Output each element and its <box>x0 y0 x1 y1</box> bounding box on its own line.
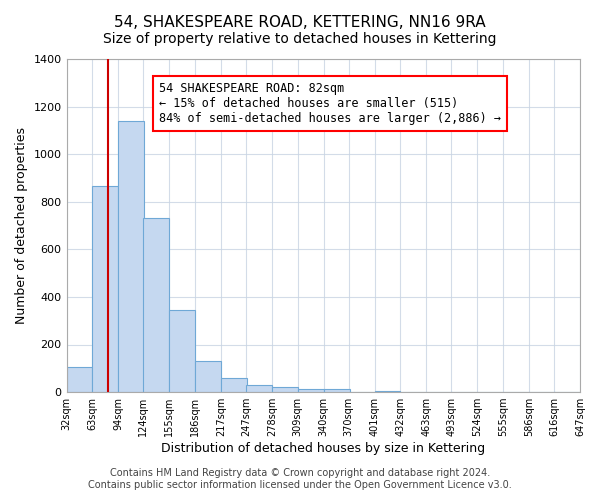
X-axis label: Distribution of detached houses by size in Kettering: Distribution of detached houses by size … <box>161 442 485 455</box>
Text: 54 SHAKESPEARE ROAD: 82sqm
← 15% of detached houses are smaller (515)
84% of sem: 54 SHAKESPEARE ROAD: 82sqm ← 15% of deta… <box>159 82 501 126</box>
Text: Contains HM Land Registry data © Crown copyright and database right 2024.
Contai: Contains HM Land Registry data © Crown c… <box>88 468 512 490</box>
Text: Size of property relative to detached houses in Kettering: Size of property relative to detached ho… <box>103 32 497 46</box>
Bar <box>246 385 272 392</box>
Bar <box>169 310 195 392</box>
Bar <box>118 121 144 392</box>
Y-axis label: Number of detached properties: Number of detached properties <box>15 127 28 324</box>
Bar <box>323 389 350 392</box>
Bar <box>195 361 221 392</box>
Bar <box>298 388 323 392</box>
Bar <box>67 367 92 392</box>
Text: 54, SHAKESPEARE ROAD, KETTERING, NN16 9RA: 54, SHAKESPEARE ROAD, KETTERING, NN16 9R… <box>114 15 486 30</box>
Bar <box>92 186 118 392</box>
Bar <box>221 378 247 392</box>
Bar <box>143 218 169 392</box>
Bar <box>374 391 400 392</box>
Bar <box>272 388 298 392</box>
